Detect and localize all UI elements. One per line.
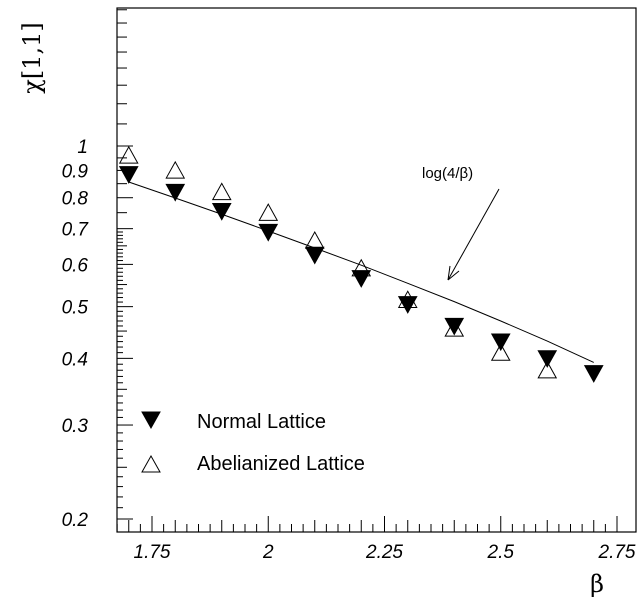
plot-border bbox=[116, 7, 637, 533]
y-tick-label: 0.2 bbox=[62, 510, 89, 531]
normal-lattice-point bbox=[397, 296, 418, 314]
y-tick-label: 0.7 bbox=[62, 220, 90, 241]
annotation-arrow-shaft bbox=[447, 188, 500, 281]
abelianized-lattice-point bbox=[258, 203, 279, 221]
normal-lattice-point bbox=[304, 246, 325, 265]
x-tick-label: 1.75 bbox=[134, 542, 171, 563]
curve-label: log(4/β) bbox=[422, 165, 473, 182]
y-tick-label: 0.9 bbox=[62, 161, 89, 182]
abelianized-lattice-point bbox=[444, 318, 465, 337]
y-tick-label: 1 bbox=[77, 137, 88, 158]
plot-frame bbox=[116, 7, 637, 533]
normal-lattice-point bbox=[165, 183, 186, 202]
abelianized-lattice-point bbox=[118, 145, 139, 164]
y-tick-label: 0.3 bbox=[62, 416, 89, 437]
abelianized-lattice-point bbox=[397, 290, 418, 308]
axis-ticks bbox=[116, 9, 618, 532]
data-points bbox=[118, 145, 604, 383]
normal-lattice-point bbox=[118, 166, 139, 184]
x-axis-title: β bbox=[590, 570, 604, 598]
normal-lattice-point bbox=[258, 223, 279, 242]
legend: Normal Lattice Abelianized Lattice bbox=[141, 411, 365, 475]
y-tick-label: 0.8 bbox=[62, 189, 89, 210]
abelianized-lattice-point bbox=[490, 343, 511, 361]
curve-layer bbox=[128, 181, 594, 363]
abelianized-lattice-point bbox=[211, 182, 232, 201]
legend-label-abelianized-lattice: Abelianized Lattice bbox=[197, 453, 365, 475]
y-tick-label: 0.5 bbox=[62, 298, 89, 319]
x-tick-label: 2.5 bbox=[487, 542, 515, 563]
normal-lattice-point bbox=[537, 350, 558, 368]
legend-marker-normal-lattice bbox=[141, 411, 161, 430]
curve-line bbox=[128, 181, 594, 363]
y-axis-title: χ[1,1] bbox=[18, 22, 46, 93]
normal-lattice-point bbox=[351, 270, 372, 288]
legend-label-normal-lattice: Normal Lattice bbox=[197, 411, 326, 433]
annotation-arrow-head bbox=[447, 265, 460, 281]
curve-annotation: log(4/β) bbox=[422, 165, 500, 281]
abelianized-lattice-point bbox=[165, 160, 186, 179]
y-tick-label: 0.6 bbox=[62, 255, 89, 276]
tick-labels: 1.75 2 2.25 2.5 2.75 0.2 0.3 0.4 0.5 0.6 0.7 0.8 0.9… bbox=[62, 137, 636, 563]
normal-lattice-point bbox=[583, 365, 604, 383]
abelianized-lattice-point bbox=[304, 230, 325, 249]
abelianized-lattice-point bbox=[537, 360, 558, 379]
normal-lattice-point bbox=[211, 202, 232, 221]
normal-lattice-point bbox=[444, 317, 465, 336]
x-tick-label: 2 bbox=[262, 542, 274, 563]
normal-lattice-point bbox=[490, 333, 511, 352]
x-tick-label: 2.25 bbox=[365, 542, 403, 563]
abelianized-lattice-point bbox=[351, 258, 372, 277]
y-tick-label: 0.4 bbox=[62, 349, 88, 370]
legend-marker-abelianized-lattice bbox=[141, 454, 161, 473]
x-tick-label: 2.75 bbox=[598, 542, 636, 563]
